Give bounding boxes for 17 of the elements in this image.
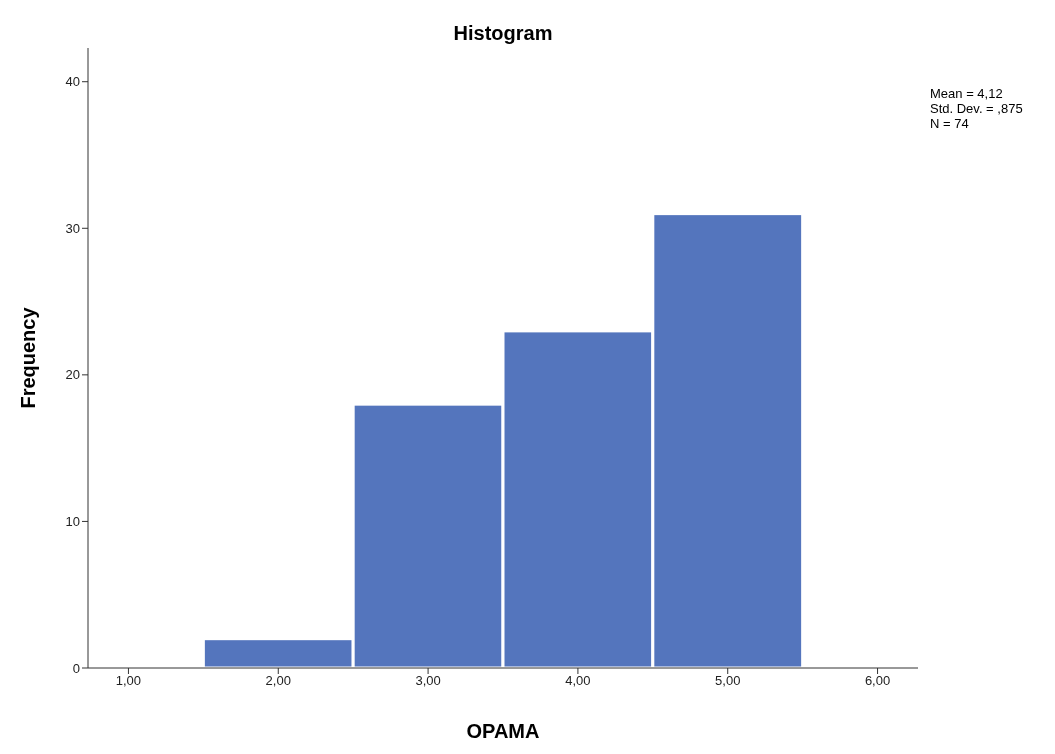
x-tick-label: 4,00: [565, 673, 591, 689]
x-tick-label: 1,00: [115, 673, 142, 689]
x-axis-title: OPAMA: [466, 720, 540, 742]
text: Std. Dev. = ,875: [930, 101, 1023, 116]
x-tick-label: 3,00: [415, 673, 441, 689]
y-tick-label: 0: [72, 660, 80, 676]
y-tick-label: 20: [65, 367, 80, 383]
x-tick-label: 2,00: [265, 673, 291, 689]
chart-title: Histogram: [452, 22, 554, 45]
x-tick-label: 6,00: [864, 673, 891, 689]
text: Mean = 4,12: [930, 86, 1004, 101]
y-axis-title: Frequency: [17, 306, 40, 409]
text: N = 74: [930, 116, 970, 131]
y-tick-label: 30: [65, 220, 80, 236]
x-tick-label: 5,00: [715, 673, 741, 689]
y-tick-label: 40: [65, 74, 80, 90]
y-tick-label: 10: [65, 514, 80, 530]
